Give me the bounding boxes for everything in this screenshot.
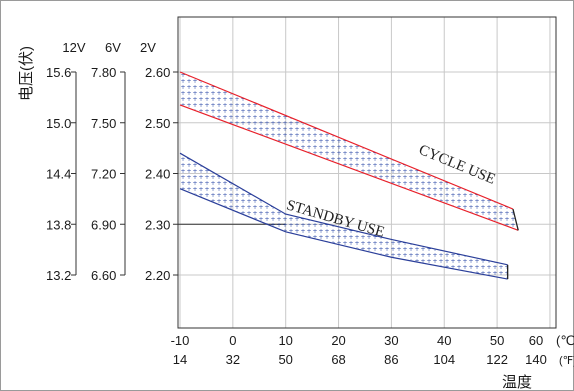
plot-frame: [177, 16, 557, 329]
scale-header-6v: 6V: [105, 40, 121, 55]
x-unit-fahrenheit: (℉): [559, 355, 574, 367]
x-tick-label-celsius: -10: [171, 333, 190, 348]
band-upper-line-1: [179, 152, 508, 266]
x-tick-label-celsius: 50: [490, 333, 504, 348]
y-tick-label-6v: 7.50: [91, 116, 116, 131]
x-tick-label-fahrenheit: 68: [331, 352, 345, 367]
band-fill-1: [180, 153, 508, 280]
y-axis-title: 电压(伏): [18, 46, 35, 101]
y-tick-label-6v: 6.90: [91, 217, 116, 232]
x-tick-label-celsius: 30: [384, 333, 398, 348]
scale-header-2v: 2V: [140, 40, 156, 55]
band-end-cap-0: [512, 208, 519, 231]
band-lower-line-0: [179, 104, 519, 231]
band-upper-line-0: [179, 71, 514, 210]
y-tick-label-2v: 2.50: [145, 116, 170, 131]
x-tick-label-celsius: 40: [437, 333, 451, 348]
y-tick-label-6v: 7.20: [91, 167, 116, 182]
y-tick-label-6v: 7.80: [91, 65, 116, 80]
x-tick-label-celsius: 60: [529, 333, 543, 348]
x-tick-label-fahrenheit: 32: [226, 352, 240, 367]
y-tick-label-2v: 2.20: [145, 268, 170, 283]
x-tick-label-celsius: 20: [331, 333, 345, 348]
x-tick-label-fahrenheit: 140: [525, 352, 547, 367]
y-tick-label-2v: 2.30: [145, 217, 170, 232]
x-tick-label-fahrenheit: 86: [384, 352, 398, 367]
y-tick-label-2v: 2.60: [145, 65, 170, 80]
x-tick-label-celsius: 10: [278, 333, 292, 348]
y-tick-label-2v: 2.40: [145, 167, 170, 182]
x-axis-title: 温度: [502, 374, 532, 391]
x-unit-celsius: (℃): [556, 333, 574, 348]
x-tick-label-celsius: 0: [229, 333, 236, 348]
y-tick-label-12v: 15.6: [46, 65, 71, 80]
y-tick-label-12v: 13.8: [46, 217, 71, 232]
band-lower-line-1: [179, 188, 508, 280]
y-tick-label-12v: 14.4: [46, 167, 71, 182]
x-tick-label-fahrenheit: 104: [433, 352, 455, 367]
y-tick-label-6v: 6.60: [91, 268, 116, 283]
x-tick-label-fahrenheit: 122: [486, 352, 508, 367]
y-tick-label-12v: 13.2: [46, 268, 71, 283]
x-tick-label-fahrenheit: 14: [173, 352, 187, 367]
y-ticks: 15.6 7.80 2.60 15.0 7.50 2.50 14.4 7.20 2.40 13.8…: [46, 65, 178, 283]
x-tick-label-fahrenheit: 50: [278, 352, 292, 367]
y-tick-label-12v: 15.0: [46, 116, 71, 131]
scale-header-12v: 12V: [62, 40, 85, 55]
band-fill-0: [180, 72, 519, 231]
